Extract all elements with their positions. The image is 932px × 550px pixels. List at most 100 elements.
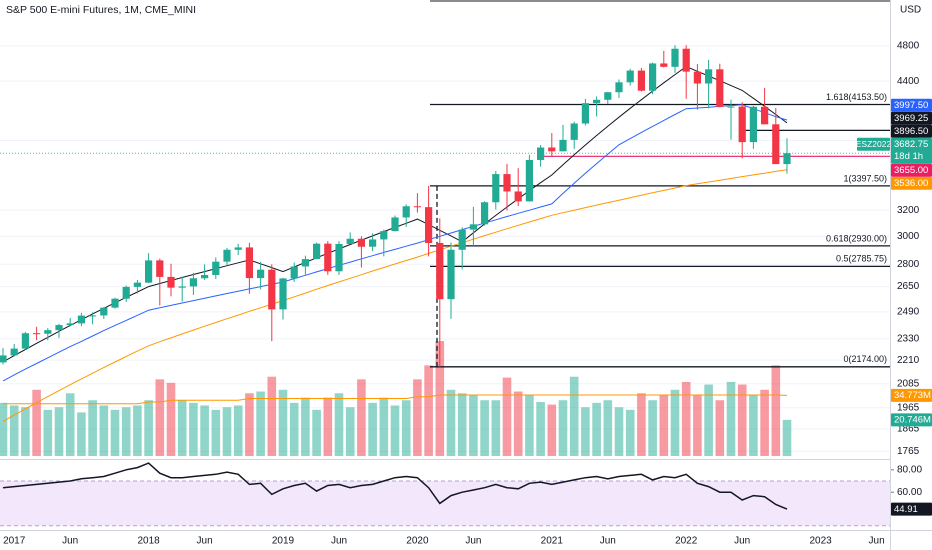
candle-body	[111, 298, 119, 308]
volume-bar	[558, 400, 568, 456]
volume-bar	[144, 400, 153, 456]
candle-body	[133, 282, 141, 287]
volume-bar	[782, 419, 792, 456]
x-tick-label: 2018	[137, 536, 160, 547]
x-tick-label: Jun	[331, 536, 347, 547]
volume-bar	[749, 395, 758, 456]
axis-value-text: 3997.50	[894, 100, 928, 111]
candle-body	[156, 260, 164, 277]
volume-bar	[54, 407, 64, 456]
volume-bar	[222, 407, 232, 456]
x-tick-label: Jun	[600, 536, 616, 547]
candle-body	[738, 106, 746, 143]
volume-bar	[413, 379, 422, 456]
rsi-band	[0, 481, 890, 526]
volume-bar	[166, 382, 176, 456]
volume-bar	[569, 376, 579, 456]
volume-bar	[726, 381, 736, 456]
volume-bar	[648, 400, 657, 456]
candle-body	[481, 202, 489, 225]
candle-body	[749, 106, 757, 143]
volume-bar	[21, 407, 30, 456]
candle-body	[559, 139, 567, 152]
x-tick-label: 2022	[675, 536, 698, 547]
fib-label: 0.618(2930.00)	[826, 233, 887, 243]
candle-body	[189, 278, 197, 287]
currency-label: USD	[900, 5, 921, 16]
volume-bar	[65, 393, 75, 456]
volume-bar	[77, 412, 86, 456]
candle-body	[503, 174, 511, 192]
candle-body	[66, 323, 74, 326]
volume-bar	[88, 400, 97, 456]
volume-bar	[357, 379, 366, 456]
volume-bar	[133, 405, 142, 456]
axis-value-text: 3969.25	[894, 113, 928, 124]
y-tick-label: 2800	[897, 259, 920, 270]
candle-body	[268, 269, 276, 310]
volume-bar	[278, 389, 288, 456]
candle-body	[145, 260, 153, 283]
rsi-line	[2, 462, 788, 510]
volume-bar	[581, 407, 590, 456]
volume-bar	[760, 389, 769, 456]
candle-body	[223, 249, 231, 262]
candle-body	[257, 269, 265, 279]
candle-body	[649, 63, 657, 91]
volume-bar	[32, 389, 41, 456]
candle-body	[537, 147, 545, 160]
volume-bar	[435, 341, 445, 456]
candle-body	[469, 224, 477, 230]
candle-body	[761, 106, 769, 125]
candle-body	[514, 191, 522, 202]
volume-bar	[110, 409, 120, 456]
x-tick-label: Jun	[734, 536, 750, 547]
volume-bar	[323, 397, 333, 456]
fib-label: 1.618(4153.50)	[826, 92, 887, 102]
x-tick-label: Jun	[869, 536, 885, 547]
volume-bar	[446, 389, 456, 456]
chart-title: S&P 500 E-mini Futures, 1M, CME_MINI	[6, 4, 196, 16]
candle-body	[660, 63, 668, 67]
volume-bar	[547, 404, 557, 456]
y-tick-label: 2085	[897, 378, 920, 389]
x-tick-label: Jun	[465, 536, 481, 547]
candle-body	[772, 124, 780, 165]
y-tick-label: 2650	[897, 281, 920, 292]
volume-bar	[99, 405, 109, 456]
axis-value-text: 3682.75	[894, 139, 928, 150]
candle-body	[369, 239, 377, 247]
candle-body	[89, 315, 97, 317]
volume-bar	[390, 405, 400, 456]
volume-bar	[301, 397, 310, 456]
axis-value-text: 3536.00	[894, 178, 928, 189]
volume-bar	[704, 384, 713, 456]
volume-bar	[670, 389, 680, 456]
candle-body	[626, 70, 634, 83]
volume-bar	[737, 384, 747, 456]
candle-body	[44, 330, 52, 334]
axis-value-text: 18d 1h	[894, 151, 923, 162]
axis-value-text: 3655.00	[894, 165, 928, 176]
volume-bar	[693, 395, 702, 456]
candle-body	[525, 159, 533, 202]
axis-value-text: 34.773M	[894, 390, 931, 401]
volume-bar	[637, 393, 646, 456]
volume-bar	[334, 393, 344, 456]
volume-bar	[502, 377, 512, 456]
volume-bar	[211, 409, 221, 456]
candle-body	[436, 242, 444, 300]
x-tick-label: 2021	[541, 536, 564, 547]
candle-body	[581, 103, 589, 124]
volume-bar	[513, 391, 523, 456]
candle-body	[716, 69, 724, 107]
candle-body	[570, 123, 578, 140]
rsi-tick-label: 60.00	[897, 487, 922, 498]
candle-body	[693, 71, 701, 84]
candle-body	[55, 325, 63, 331]
moving-average-line	[2, 169, 788, 422]
volume-bar	[424, 365, 433, 456]
volume-bar	[345, 407, 355, 456]
volume-bar	[121, 407, 131, 456]
